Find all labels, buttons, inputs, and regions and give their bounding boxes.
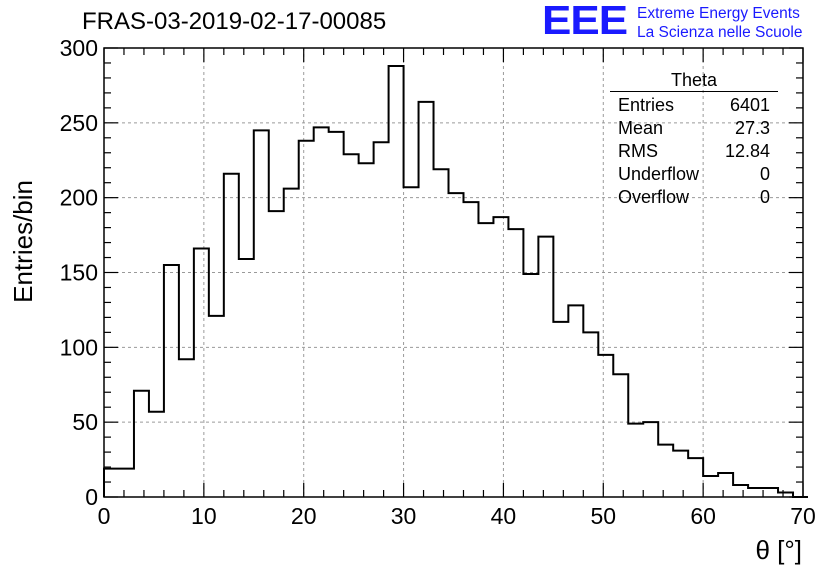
histogram-bin bbox=[688, 458, 703, 497]
histogram-bin bbox=[478, 223, 493, 497]
histogram-bin bbox=[463, 202, 478, 497]
histogram-bin bbox=[209, 316, 224, 497]
y-tick-label: 150 bbox=[60, 260, 98, 286]
y-tick-label: 50 bbox=[72, 409, 98, 435]
y-tick-label: 0 bbox=[85, 484, 98, 510]
x-tick-label: 50 bbox=[590, 503, 616, 529]
y-tick-label: 250 bbox=[60, 110, 98, 136]
histogram-bin bbox=[119, 469, 134, 497]
logo-line-1: Extreme Energy Events bbox=[637, 5, 800, 22]
x-tick-label: 60 bbox=[690, 503, 716, 529]
histogram-bin bbox=[104, 469, 119, 497]
histogram-bin bbox=[568, 305, 583, 497]
histogram-bin bbox=[553, 322, 568, 497]
histogram-bin bbox=[643, 422, 658, 497]
histogram-bin bbox=[658, 445, 673, 497]
stats-title: Theta bbox=[610, 70, 778, 92]
histogram-bin bbox=[134, 391, 149, 497]
stats-row-underflow: Underflow 0 bbox=[610, 163, 778, 186]
x-tick-label: 30 bbox=[391, 503, 417, 529]
stats-value: 12.84 bbox=[724, 141, 770, 161]
histogram-bin bbox=[374, 142, 389, 497]
stats-row-entries: Entries 6401 bbox=[610, 94, 778, 117]
histogram-bin bbox=[583, 332, 598, 497]
histogram-bin bbox=[523, 274, 538, 497]
histogram-bin bbox=[763, 488, 778, 497]
stats-label: RMS bbox=[618, 141, 658, 161]
histogram-bin bbox=[239, 259, 254, 497]
x-tick-label: 70 bbox=[790, 503, 816, 529]
histogram-bin bbox=[598, 355, 613, 497]
histogram-bin bbox=[224, 174, 239, 497]
histogram-bin bbox=[269, 211, 284, 497]
stats-label: Mean bbox=[618, 118, 664, 138]
histogram-bin bbox=[314, 127, 329, 497]
histogram-bin bbox=[359, 163, 374, 497]
histogram-bin bbox=[179, 359, 194, 497]
y-axis-label: Entries/bin bbox=[8, 180, 38, 303]
stats-value: 6401 bbox=[729, 95, 770, 115]
x-tick-label: 20 bbox=[291, 503, 317, 529]
stats-row-mean: Mean 27.3 bbox=[610, 117, 778, 140]
histogram-bin bbox=[613, 374, 628, 497]
histogram-bin bbox=[254, 130, 269, 497]
y-tick-label: 200 bbox=[60, 185, 98, 211]
chart-title: FRAS-03-2019-02-17-00085 bbox=[82, 8, 387, 35]
stats-label: Underflow bbox=[618, 164, 700, 184]
histogram-bin bbox=[164, 265, 179, 497]
histogram-bin bbox=[344, 154, 359, 497]
histogram-bin bbox=[299, 141, 314, 497]
histogram-bin bbox=[284, 189, 299, 497]
histogram-bin bbox=[389, 66, 404, 497]
histogram-bin bbox=[733, 485, 748, 497]
stats-value: 0 bbox=[759, 187, 770, 207]
histogram-bin bbox=[673, 451, 688, 497]
x-tick-label: 40 bbox=[491, 503, 517, 529]
histogram-bin bbox=[434, 169, 449, 497]
histogram-bin bbox=[404, 187, 419, 497]
tick-labels: 0 10 20 30 40 50 60 70 0 50 100 150 200 250 300 bbox=[60, 35, 816, 529]
x-tick-label: 10 bbox=[191, 503, 217, 529]
y-tick-label: 100 bbox=[60, 334, 98, 360]
histogram-bin bbox=[718, 473, 733, 497]
stats-label: Overflow bbox=[618, 187, 690, 207]
axis-ticks bbox=[103, 47, 804, 498]
logo-line-2: La Scienza nelle Scuole bbox=[637, 24, 803, 41]
histogram-bin bbox=[628, 424, 643, 497]
stats-value: 0 bbox=[759, 164, 770, 184]
stats-row-overflow: Overflow 0 bbox=[610, 186, 778, 209]
histogram-bin bbox=[778, 493, 793, 497]
histogram-bin bbox=[449, 193, 464, 497]
histogram-bin bbox=[194, 249, 209, 497]
eee-logo: EEE bbox=[542, 0, 628, 44]
histogram-bin bbox=[508, 229, 523, 497]
histogram-bin bbox=[493, 217, 508, 497]
x-axis-label: θ [°] bbox=[755, 535, 802, 565]
y-tick-label: 300 bbox=[60, 35, 98, 61]
stats-value: 27.3 bbox=[734, 118, 770, 138]
histogram-bin bbox=[703, 476, 718, 497]
histogram-bin bbox=[748, 488, 763, 497]
histogram-series bbox=[103, 64, 808, 498]
histogram-bin bbox=[538, 237, 553, 497]
stats-label: Entries bbox=[618, 95, 675, 115]
logo-text: Extreme Energy Events La Scienza nelle S… bbox=[637, 4, 802, 42]
histogram-bin bbox=[329, 132, 344, 497]
histogram-bin bbox=[149, 412, 164, 497]
stats-row-rms: RMS 12.84 bbox=[610, 140, 778, 163]
histogram-bin bbox=[419, 102, 434, 497]
stats-box: Theta Entries 6401 Mean 27.3 RMS 12.84 U… bbox=[610, 70, 778, 209]
x-tick-label: 0 bbox=[98, 503, 111, 529]
